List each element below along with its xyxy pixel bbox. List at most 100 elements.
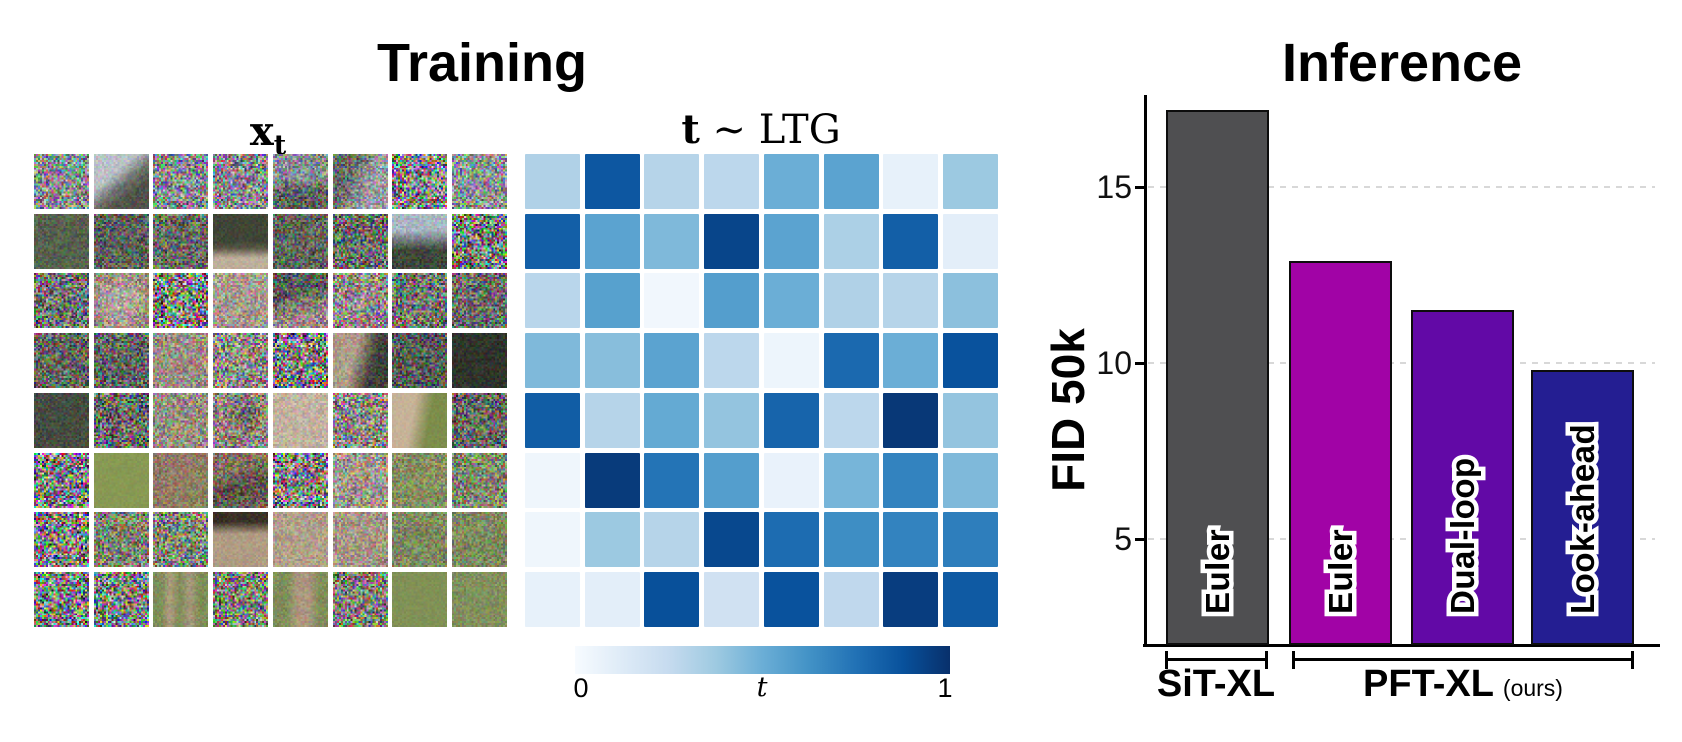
noise-overlay [272,512,328,568]
image-patch [153,512,209,568]
image-patch [272,273,328,329]
image-patch [213,571,269,627]
pftxl-bracket-left-cap [1292,651,1295,669]
heatmap-label-t: t [681,106,700,153]
gridline [1148,186,1655,188]
y-tick-mark [1135,185,1145,189]
noise-overlay [93,273,149,329]
heatmap-cell [704,512,760,568]
noise-overlay [272,333,328,389]
noise-overlay [34,333,89,389]
image-patch [272,154,328,209]
noise-overlay [451,392,507,448]
colorbar-max-label: 1 [937,673,953,703]
image-patch [93,571,149,627]
noise-overlay [451,452,507,508]
xt-panel-label: xt [168,112,368,160]
heatmap-cell [883,333,939,389]
image-patch [213,154,269,209]
noise-overlay [93,512,149,568]
heatmap-cell [883,273,939,329]
sitxl-bracket-right-cap [1265,651,1268,669]
noise-overlay [93,333,149,389]
noise-overlay [332,333,388,389]
bar-label: Look-ahead [1564,424,1601,614]
heatmap-cell [525,571,580,627]
noise-overlay [93,154,149,209]
heatmap-cell [823,154,879,209]
y-tick-mark [1135,537,1145,541]
image-patch [272,213,328,269]
noise-overlay [392,333,448,389]
heatmap-cell [823,452,879,508]
xt-label-subscript: t [273,130,287,161]
image-patch [392,154,448,209]
noise-overlay [213,452,269,508]
noise-overlay [272,213,328,269]
noise-overlay [332,273,388,329]
image-patch [213,452,269,508]
heatmap-cell [584,213,640,269]
image-patch [392,512,448,568]
heatmap-cell [942,333,998,389]
image-patch [451,213,507,269]
bar-label: Euler [1199,529,1236,614]
noise-overlay [213,512,269,568]
heatmap-cell [525,213,580,269]
noise-overlay [34,392,89,448]
image-patch [213,512,269,568]
heatmap-cell [883,392,939,448]
bar-label: Dual-loop [1444,457,1481,614]
image-patch [272,392,328,448]
image-patch [93,452,149,508]
image-patch [93,333,149,389]
heatmap-cell [584,273,640,329]
heatmap-cell [883,213,939,269]
y-tick-mark [1135,361,1145,365]
heatmap-cell [704,333,760,389]
image-patch [34,333,89,389]
image-patch [93,213,149,269]
image-patch [34,512,89,568]
image-patch [213,213,269,269]
noise-overlay [392,392,448,448]
image-patch [213,273,269,329]
heatmap-cell [823,392,879,448]
heatmap-cell [763,154,819,209]
heatmap-cell [823,333,879,389]
image-patch [93,392,149,448]
image-patch [34,213,89,269]
gridline [1148,538,1655,540]
heatmap-cell [942,273,998,329]
heatmap-cell [584,392,640,448]
image-patch [34,273,89,329]
noise-overlay [93,392,149,448]
gridline [1148,362,1655,364]
noise-overlay [213,333,269,389]
heatmap-cell [763,512,819,568]
noise-overlay [272,273,328,329]
image-patch [153,273,209,329]
noise-overlay [392,273,448,329]
image-patch [93,273,149,329]
noise-overlay [451,512,507,568]
image-patch [34,154,89,209]
heatmap-cell [644,333,700,389]
image-patch [392,273,448,329]
heatmap-cell [704,392,760,448]
heatmap-cell [584,571,640,627]
noise-overlay [213,154,269,209]
sitxl-bracket [1165,658,1268,661]
noise-overlay [34,154,89,209]
heatmap-cell [883,512,939,568]
noise-overlay [213,273,269,329]
y-tick-label: 5 [1114,521,1132,557]
noise-overlay [153,571,209,627]
image-patch [392,452,448,508]
heatmap-cell [763,273,819,329]
heatmap-cell [763,452,819,508]
noise-overlay [451,571,507,627]
heatmap-cell [525,333,580,389]
heatmap-cell [763,571,819,627]
image-patch [153,452,209,508]
